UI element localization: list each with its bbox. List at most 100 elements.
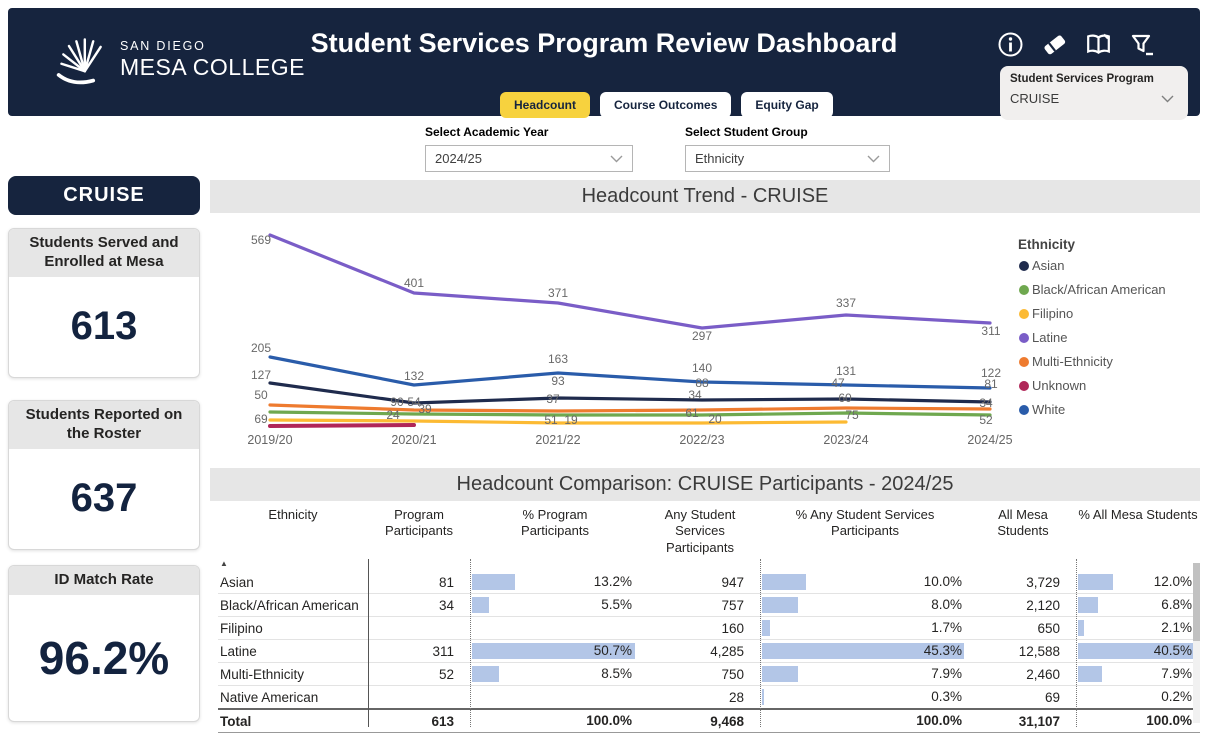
table-scrollbar-thumb[interactable] [1193, 563, 1200, 641]
cell-percent: 0.3% [760, 686, 970, 708]
data-label: 60 [838, 391, 852, 405]
legend-item-black-african-american[interactable]: Black/African American [1019, 282, 1166, 297]
cell-count: 52 [438, 666, 454, 682]
column-divider-solid [368, 559, 369, 727]
data-label: 39 [418, 402, 432, 416]
academic-year-filter: Select Academic Year 2024/25 [425, 125, 633, 172]
column-divider-dotted [470, 559, 471, 727]
column-header-0[interactable]: Ethnicity [268, 507, 318, 522]
cell-percent: 13.2% [470, 571, 640, 593]
legend-item-unknown[interactable]: Unknown [1019, 378, 1086, 393]
column-header-2[interactable]: % Program Participants [521, 507, 589, 539]
cell-ethnicity: Black/African American [220, 597, 359, 613]
kpi-card-students-reported: Students Reported on the Roster 637 [8, 400, 200, 550]
legend-item-white[interactable]: White [1019, 402, 1065, 417]
chevron-down-icon [1161, 95, 1174, 102]
chevron-down-icon [867, 155, 880, 162]
kpi-value: 637 [70, 476, 138, 521]
data-label: 34 [979, 396, 993, 410]
data-label: 61 [685, 406, 699, 420]
legend-item-filipino[interactable]: Filipino [1019, 306, 1073, 321]
series-line-asian[interactable] [268, 381, 992, 405]
data-label: 122 [981, 366, 1001, 380]
table-row[interactable]: Latine 311 50.7% 4,285 45.3% 12,588 40.5% [218, 639, 1200, 662]
cell-count: 4,285 [710, 643, 744, 659]
info-icon[interactable] [997, 31, 1024, 58]
legend-item-asian[interactable]: Asian [1019, 258, 1065, 273]
table-row[interactable]: Asian 81 13.2% 947 10.0% 3,729 12.0% [218, 571, 1200, 593]
percent-data-bar [762, 689, 765, 705]
series-line-latine[interactable] [268, 233, 992, 330]
cell-percent: 100.0% [916, 713, 962, 728]
academic-year-dropdown[interactable]: 2024/25 [425, 145, 633, 172]
cell-percent: 45.3% [760, 640, 970, 662]
cell-ethnicity: Latine [220, 643, 257, 659]
cell-percent: 1.7% [760, 617, 970, 639]
tab-equity-gap[interactable]: Equity Gap [741, 92, 833, 118]
headcount-trend-panel: Headcount Trend - CRUISE 569 401 371 297 337… [210, 180, 1200, 458]
student-group-filter: Select Student Group Ethnicity [685, 125, 890, 172]
cell-count: 160 [721, 620, 744, 636]
series-line-filipino[interactable] [268, 418, 848, 425]
legend-item-multi-ethnicity[interactable]: Multi-Ethnicity [1019, 354, 1113, 369]
series-line-black-african-american[interactable] [268, 410, 992, 417]
percent-data-bar [472, 597, 489, 613]
tab-headcount[interactable]: Headcount [500, 92, 591, 118]
data-label: 47 [831, 376, 845, 390]
column-header-4[interactable]: % Any Student Services Participants [795, 507, 935, 539]
table-row[interactable]: Multi-Ethnicity 52 8.5% 750 7.9% 2,460 7.9% [218, 662, 1200, 685]
cell-ethnicity: Filipino [220, 620, 263, 636]
table-row[interactable]: Native American 28 0.3% 69 0.2% [218, 685, 1200, 708]
svg-text:Asian: Asian [1032, 258, 1065, 273]
tab-course-outcomes[interactable]: Course Outcomes [600, 92, 732, 118]
trend-panel-title: Headcount Trend - CRUISE [210, 180, 1200, 213]
cell-count: 31,107 [1018, 713, 1060, 729]
page-title: Student Services Program Review Dashboar… [310, 28, 898, 58]
kpi-title: Students Reported on the Roster [9, 401, 199, 449]
student-group-dropdown[interactable]: Ethnicity [685, 145, 890, 172]
legend-item-latine[interactable]: Latine [1019, 330, 1067, 345]
table-row[interactable]: Black/African American 34 5.5% 757 8.0% 2,120… [218, 593, 1200, 616]
percent-data-bar [762, 597, 798, 613]
data-label: 50 [254, 388, 268, 402]
logo-text-san-diego: SAN DIEGO [120, 39, 206, 53]
filter-icon[interactable] [1129, 31, 1156, 58]
column-header-5[interactable]: All Mesa Students [997, 507, 1049, 539]
column-header-6[interactable]: % All Mesa Students [1078, 507, 1198, 522]
data-label: 69 [254, 412, 268, 426]
table-row[interactable]: Total 613 100.0% 9,468 100.0% 31,107 100.0% [218, 708, 1200, 733]
cell-count: 650 [1037, 620, 1060, 636]
table-scrollbar[interactable] [1193, 563, 1200, 723]
table-scroll-up-arrow[interactable]: ▲ [220, 559, 228, 568]
cell-percent [470, 617, 640, 639]
cell-percent: 100.0% [1146, 713, 1192, 728]
student-group-label: Select Student Group [685, 125, 808, 139]
kpi-card-students-served: Students Served and Enrolled at Mesa 613 [8, 228, 200, 378]
column-header-3[interactable]: Any Student Services Participants [664, 507, 736, 555]
eraser-icon[interactable] [1041, 31, 1068, 58]
logo-text-mesa-college: MESA COLLEGE [120, 54, 305, 80]
series-line-white[interactable] [268, 355, 992, 390]
academic-year-label: Select Academic Year [425, 125, 549, 139]
kpi-title: ID Match Rate [9, 566, 199, 595]
series-line-multi-ethnicity[interactable] [268, 403, 992, 413]
cell-count: 69 [1044, 689, 1060, 705]
table-row[interactable]: Filipino 160 1.7% 650 2.1% [218, 616, 1200, 639]
kpi-value: 613 [70, 304, 138, 349]
svg-text:Multi-Ethnicity: Multi-Ethnicity [1032, 354, 1113, 369]
svg-text:Filipino: Filipino [1032, 306, 1073, 321]
column-header-1[interactable]: Program Participants [385, 507, 453, 539]
cell-count: 28 [728, 689, 744, 705]
data-label: 163 [548, 352, 568, 366]
cell-count: 9,468 [710, 713, 744, 729]
series-line-unknown[interactable] [268, 423, 416, 428]
cell-ethnicity: Asian [220, 574, 254, 590]
book-icon[interactable] [1085, 31, 1112, 58]
program-filter-dropdown[interactable]: CRUISE [1010, 91, 1178, 106]
data-label: 93 [551, 374, 565, 388]
percent-data-bar [1078, 643, 1198, 659]
cell-percent: 100.0% [586, 713, 632, 728]
cell-count: 2,120 [1026, 597, 1060, 613]
data-label: 131 [836, 364, 856, 378]
